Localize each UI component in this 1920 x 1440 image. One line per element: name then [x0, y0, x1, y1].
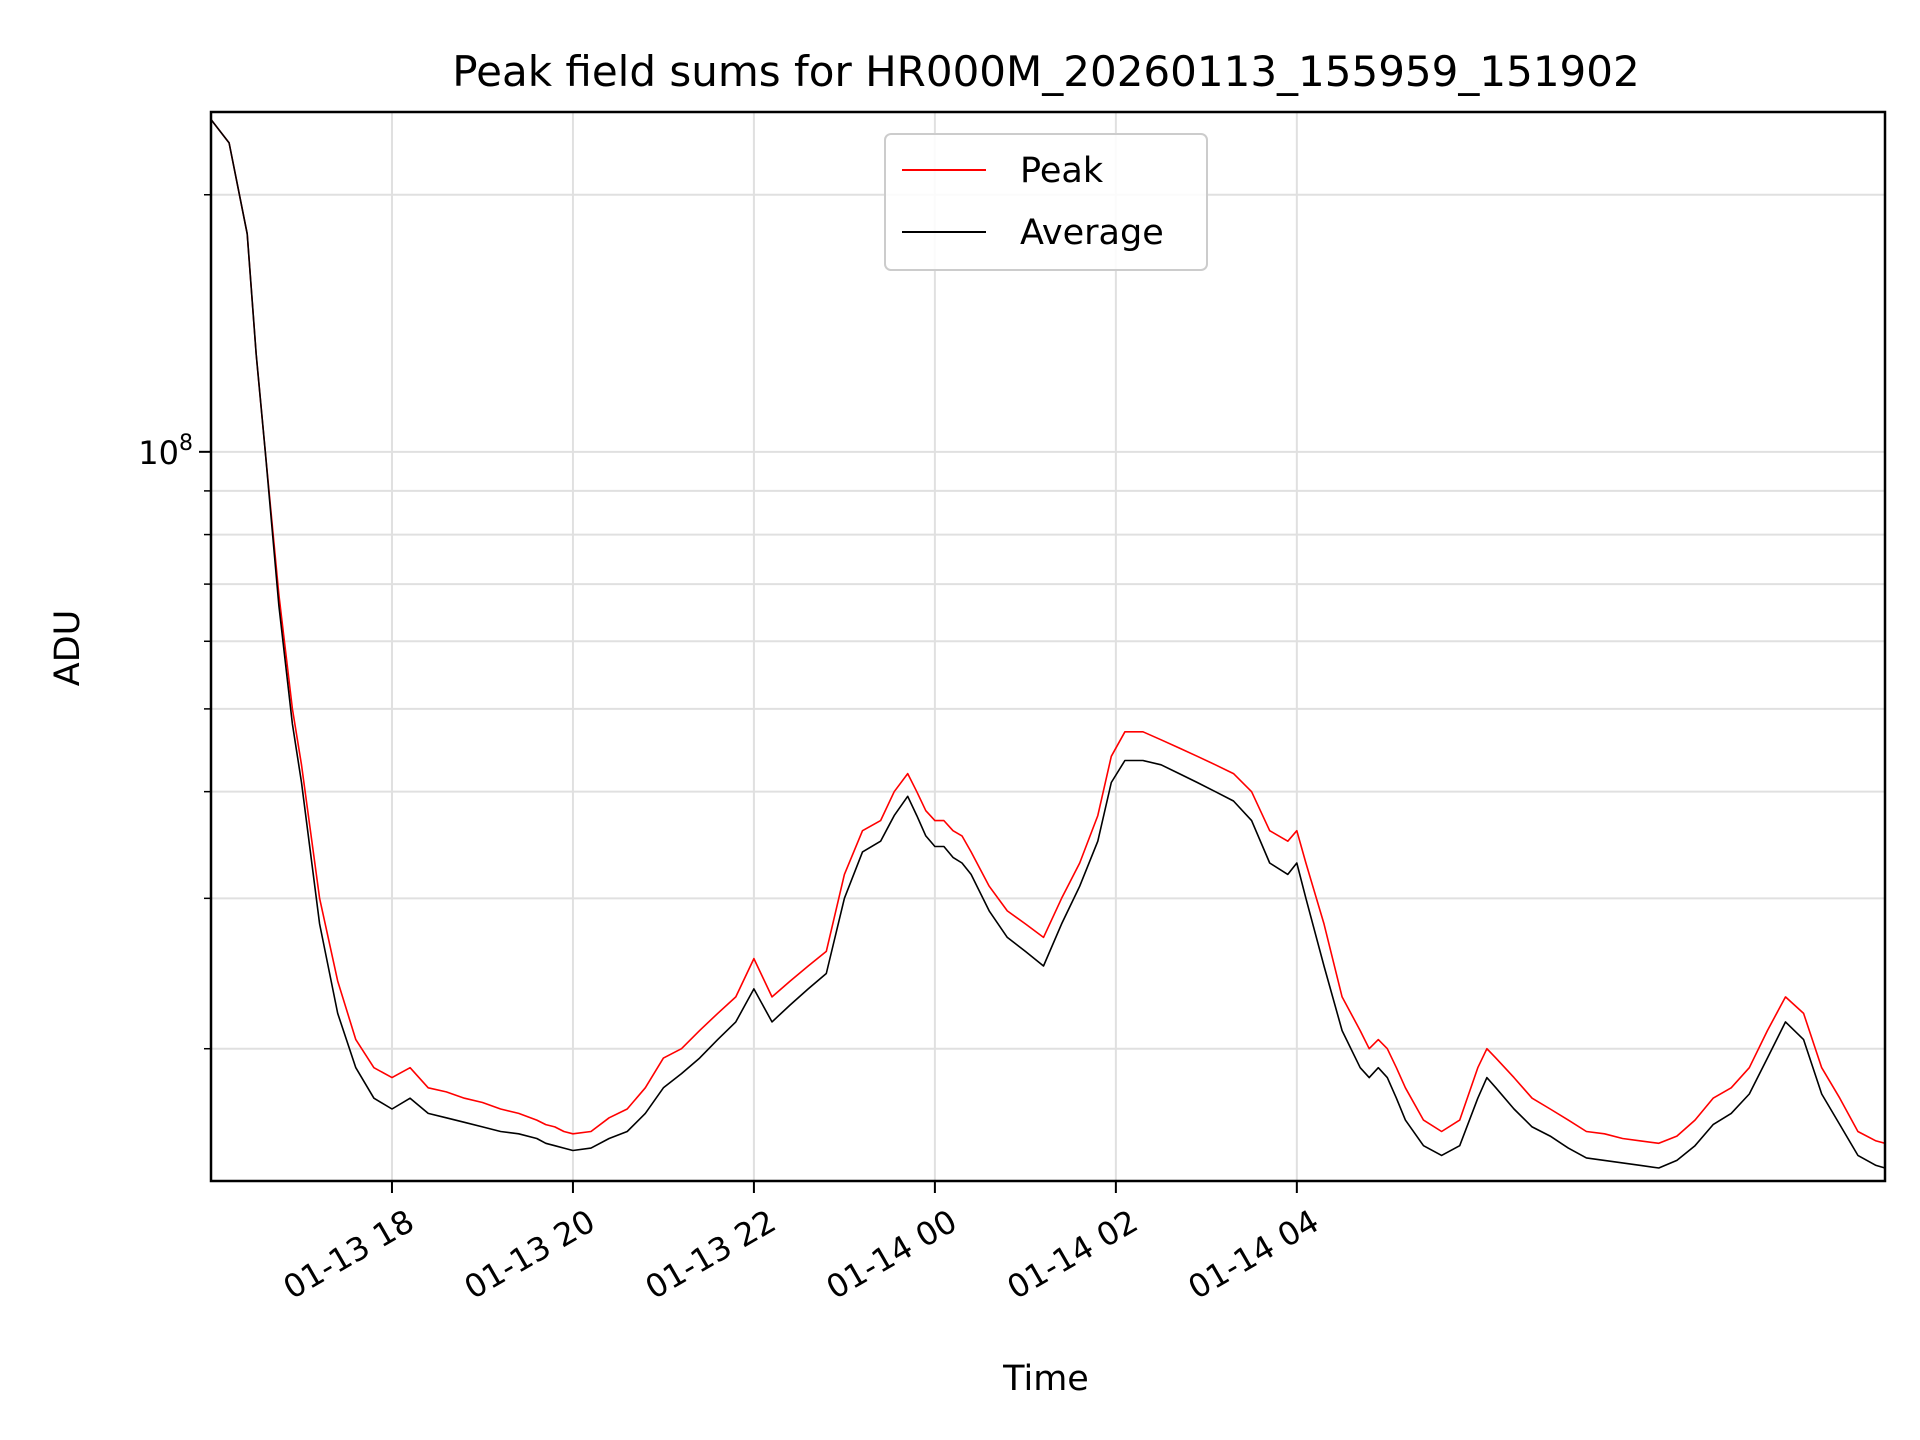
- x-tick-label: 01-13 20: [458, 1202, 602, 1307]
- x-tick-label: 01-14 04: [1182, 1202, 1326, 1307]
- x-axis-ticks: 01-13 18 01-13 20 01-13 22 01-14 00 01-14 02…: [277, 1181, 1325, 1307]
- x-axis-label: Time: [1002, 1359, 1089, 1399]
- grid-layer: [211, 112, 1885, 1181]
- y-axis-ticks: 108: [138, 194, 211, 1050]
- legend: Peak Average: [884, 133, 1208, 271]
- legend-label-peak: Peak: [1020, 151, 1104, 191]
- x-tick-label: 01-14 02: [1001, 1202, 1145, 1307]
- x-tick-label: 01-14 00: [820, 1202, 964, 1307]
- x-tick-label: 01-13 18: [277, 1202, 421, 1307]
- series-layer: [210, 119, 1886, 1169]
- chart-title: Peak field sums for HR000M_20260113_1559…: [452, 47, 1639, 96]
- legend-box: [884, 133, 1208, 271]
- x-tick-label: 01-13 22: [639, 1202, 783, 1307]
- legend-label-average: Average: [1020, 213, 1164, 253]
- axes-frame: [209, 110, 1887, 1183]
- y-axis-label: ADU: [48, 610, 88, 687]
- series-line-average: [210, 119, 1886, 1169]
- y-major-tick-label: 108: [138, 431, 193, 472]
- series-line-peak: [210, 119, 1886, 1145]
